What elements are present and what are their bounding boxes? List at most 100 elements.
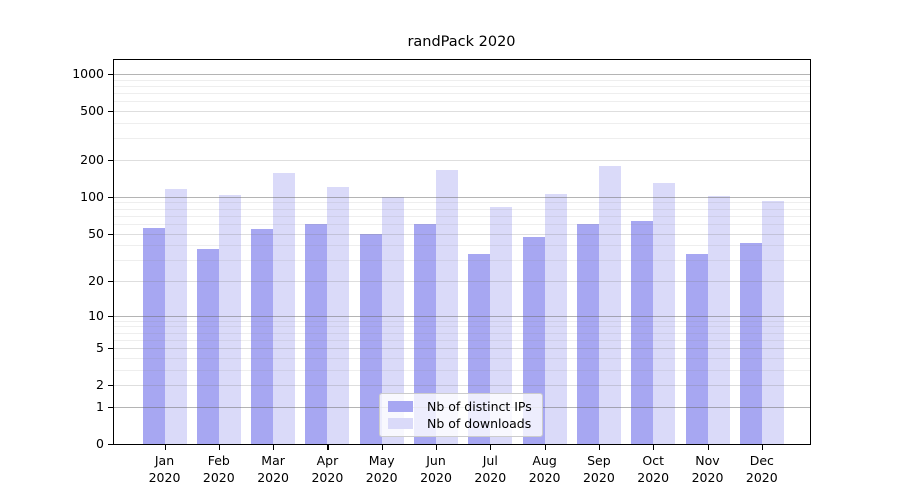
bar-distinct-ips xyxy=(142,227,165,444)
y-tick-label: 2 xyxy=(96,377,104,393)
y-tick-label: 10 xyxy=(88,307,104,323)
bar-downloads xyxy=(598,165,621,444)
y-tick-mark xyxy=(108,385,113,387)
x-tick-mark xyxy=(598,445,601,450)
gridline xyxy=(114,348,810,350)
x-tick-label: Jun 2020 xyxy=(420,453,452,485)
bar-downloads xyxy=(381,196,404,444)
legend-swatch-distinct-ips xyxy=(388,401,413,412)
gridline xyxy=(114,215,810,217)
gridline xyxy=(114,160,810,161)
x-tick-label: Sep 2020 xyxy=(582,453,615,485)
bar-distinct-ips xyxy=(305,223,328,444)
x-tick-label: Aug 2020 xyxy=(528,453,561,485)
x-tick-label: May 2020 xyxy=(365,453,398,485)
gridline xyxy=(114,339,810,341)
gridline xyxy=(114,208,810,210)
bar-distinct-ips xyxy=(522,236,545,444)
bar-downloads xyxy=(544,194,567,444)
x-tick-mark xyxy=(761,445,763,450)
x-tick-label: Jan 2020 xyxy=(148,453,181,485)
gridline xyxy=(114,281,810,282)
bar-distinct-ips xyxy=(739,242,762,444)
legend: Nb of distinct IPs Nb of downloads xyxy=(379,393,543,437)
y-tick-label: 1000 xyxy=(72,66,104,81)
gridline xyxy=(114,101,810,103)
gridline xyxy=(114,111,810,113)
y-tick-label: 50 xyxy=(88,225,104,241)
bar-downloads xyxy=(490,206,513,444)
x-tick-label: Apr 2020 xyxy=(311,453,344,485)
x-tick-label: Nov 2020 xyxy=(691,453,724,485)
x-tick-mark xyxy=(218,445,220,450)
y-tick-label: 0 xyxy=(96,436,104,451)
x-axis: Jan 2020 Feb 2020 Mar 2020 Apr 2020 May 2020 Jun 20… xyxy=(114,445,810,497)
y-tick-mark xyxy=(108,348,113,350)
x-tick-mark xyxy=(164,445,166,450)
legend-item-distinct-ips: Nb of distinct IPs xyxy=(388,398,532,415)
y-tick-label: 1 xyxy=(96,398,104,414)
y-tick-mark xyxy=(108,233,113,235)
y-tick-mark xyxy=(108,111,113,113)
y-tick-label: 5 xyxy=(96,340,104,356)
x-tick-mark xyxy=(544,445,546,450)
gridline xyxy=(114,138,810,140)
x-tick-label: Jul 2020 xyxy=(474,453,507,485)
x-tick-mark xyxy=(327,445,329,450)
y-tick-label: 200 xyxy=(80,152,104,167)
y-tick-mark xyxy=(108,444,113,446)
x-tick-label: Dec 2020 xyxy=(745,453,778,485)
y-tick-label: 100 xyxy=(80,188,104,204)
y-tick-mark xyxy=(108,281,113,283)
gridline xyxy=(114,79,810,81)
x-tick-mark xyxy=(490,445,492,450)
legend-label-distinct-ips: Nb of distinct IPs xyxy=(427,399,532,414)
legend-label-downloads: Nb of downloads xyxy=(427,416,532,431)
x-tick-mark xyxy=(653,445,655,450)
x-tick-mark xyxy=(707,445,709,450)
bar-downloads xyxy=(436,169,458,444)
x-tick-label: Mar 2020 xyxy=(257,453,289,485)
bar-downloads xyxy=(327,186,350,444)
gridline xyxy=(114,320,810,322)
gridline xyxy=(114,202,810,204)
gridline xyxy=(114,93,810,95)
y-tick-label: 20 xyxy=(88,273,104,288)
bar-downloads xyxy=(653,182,676,444)
bar-downloads xyxy=(218,195,241,444)
bar-downloads xyxy=(707,195,730,444)
x-tick-label: Oct 2020 xyxy=(637,453,670,485)
x-tick-mark xyxy=(273,445,275,450)
legend-item-downloads: Nb of downloads xyxy=(388,415,532,432)
gridline xyxy=(114,260,810,262)
bar-downloads xyxy=(164,189,187,444)
legend-swatch-downloads xyxy=(388,418,413,429)
gridline xyxy=(114,332,810,334)
gridline xyxy=(114,326,810,328)
y-axis: 0 1 2 5 10 20 50 100 200 500 1000 xyxy=(0,60,113,451)
y-tick-mark xyxy=(108,315,113,317)
bar-distinct-ips xyxy=(359,233,382,444)
bar-distinct-ips xyxy=(685,253,708,444)
gridline xyxy=(114,385,810,387)
gridline xyxy=(114,233,810,235)
bar-distinct-ips xyxy=(631,221,654,444)
y-tick-label: 500 xyxy=(80,103,104,119)
x-tick-mark xyxy=(436,445,438,450)
gridline xyxy=(114,123,810,124)
chart-title: randPack 2020 xyxy=(407,34,516,50)
gridline xyxy=(114,86,810,87)
gridline xyxy=(114,369,810,371)
bar-downloads xyxy=(273,172,296,444)
bar-distinct-ips xyxy=(196,249,219,444)
y-tick-mark xyxy=(108,406,113,409)
gridline xyxy=(114,74,810,75)
bar-distinct-ips xyxy=(414,223,436,444)
gridline xyxy=(114,245,810,247)
bar-distinct-ips xyxy=(576,223,599,444)
x-tick-mark xyxy=(381,445,383,450)
bar-distinct-ips xyxy=(251,229,274,444)
gridline xyxy=(114,223,810,225)
y-tick-mark xyxy=(108,196,113,199)
